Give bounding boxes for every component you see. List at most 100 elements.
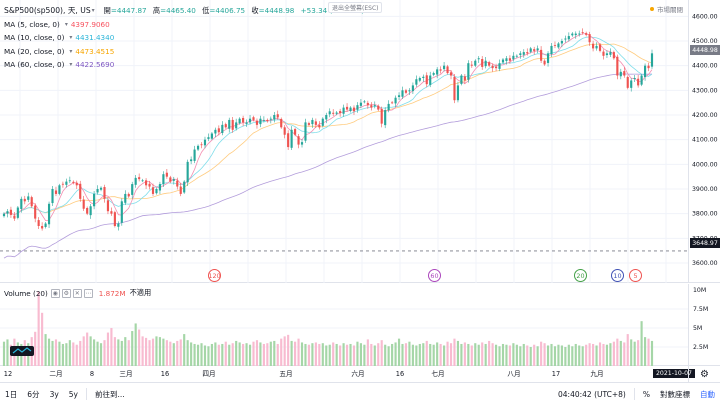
volume-bar[interactable] (352, 345, 356, 366)
volume-bar[interactable] (37, 291, 40, 366)
volume-bar[interactable] (391, 343, 394, 366)
candle[interactable] (145, 178, 148, 189)
volume-bar[interactable] (373, 345, 376, 366)
volume-bar[interactable] (456, 340, 460, 366)
volume-bar[interactable] (345, 344, 349, 366)
volume-bar[interactable] (141, 336, 144, 366)
volume-bar[interactable] (508, 345, 511, 366)
candle[interactable] (44, 222, 47, 229)
candle[interactable] (235, 118, 238, 131)
volume-bar[interactable] (623, 342, 626, 366)
volume-bar[interactable] (82, 336, 85, 366)
volume-bar[interactable] (640, 321, 643, 366)
candle[interactable] (418, 76, 421, 83)
percent-scale-toggle[interactable]: % (642, 389, 650, 399)
volume-bar[interactable] (266, 343, 269, 366)
candle[interactable] (394, 95, 397, 108)
candle[interactable] (238, 117, 241, 125)
volume-bar[interactable] (155, 336, 158, 366)
candle[interactable] (82, 195, 85, 211)
volume-bar[interactable] (93, 339, 96, 366)
candle[interactable] (564, 35, 567, 43)
volume-bar[interactable] (380, 340, 383, 366)
volume-bar[interactable] (470, 345, 473, 366)
candle[interactable] (526, 48, 529, 56)
candle[interactable] (34, 203, 37, 223)
candle[interactable] (387, 100, 390, 113)
volume-bar[interactable] (228, 344, 231, 366)
volume-bar[interactable] (581, 346, 584, 366)
candle[interactable] (460, 74, 463, 86)
volume-bar[interactable] (47, 338, 51, 366)
volume-bar[interactable] (366, 339, 369, 366)
candle[interactable] (214, 127, 217, 138)
candle[interactable] (494, 63, 498, 72)
candle[interactable] (106, 197, 110, 215)
volume-bar[interactable] (529, 347, 532, 366)
candle[interactable] (491, 63, 494, 72)
clock-timezone-button[interactable]: 04:40:42 (UTC+8) (558, 389, 626, 399)
volume-bar[interactable] (203, 345, 207, 366)
candle[interactable] (16, 206, 19, 220)
candle[interactable] (488, 60, 491, 68)
volume-bar[interactable] (377, 343, 380, 366)
volume-bar[interactable] (54, 339, 58, 366)
candle[interactable] (287, 130, 290, 151)
candlestick-chart[interactable] (0, 0, 688, 283)
candle[interactable] (20, 196, 23, 213)
volume-bar[interactable] (626, 334, 629, 366)
volume-bar[interactable] (564, 347, 567, 366)
candle[interactable] (269, 116, 272, 124)
candle[interactable] (380, 106, 383, 128)
volume-bar[interactable] (162, 338, 165, 366)
volume-bar[interactable] (536, 346, 539, 366)
volume-bar[interactable] (307, 344, 311, 366)
more-icon[interactable]: ⋯ (83, 288, 93, 298)
candle[interactable] (300, 139, 304, 148)
chevron-down-icon[interactable]: ▾ (69, 61, 73, 69)
eye-icon[interactable]: ◉ (50, 288, 60, 298)
volume-bar[interactable] (488, 340, 491, 366)
volume-bar[interactable] (349, 343, 352, 366)
volume-bar[interactable] (145, 337, 148, 366)
volume-bar[interactable] (113, 337, 116, 366)
candle[interactable] (609, 48, 612, 58)
volume-bar[interactable] (595, 345, 598, 366)
volume-bar[interactable] (217, 344, 220, 366)
volume-bar[interactable] (411, 344, 414, 366)
candle[interactable] (138, 173, 141, 182)
candle[interactable] (616, 54, 619, 80)
ma60-line[interactable] (3, 73, 653, 259)
candle[interactable] (332, 109, 335, 116)
volume-bar[interactable] (578, 345, 581, 366)
volume-bar[interactable] (269, 341, 272, 366)
volume-bar[interactable] (557, 344, 560, 366)
candle[interactable] (242, 115, 245, 127)
volume-bar[interactable] (609, 343, 612, 366)
candle[interactable] (536, 45, 539, 54)
volume-bar[interactable] (172, 343, 175, 366)
volume-bar[interactable] (318, 343, 321, 366)
candle[interactable] (307, 121, 311, 127)
volume-bar[interactable] (519, 346, 522, 366)
volume-bar[interactable] (158, 337, 162, 366)
volume-chart[interactable] (0, 284, 688, 366)
volume-bar[interactable] (585, 344, 588, 366)
volume-bar[interactable] (443, 345, 446, 366)
candle[interactable] (311, 117, 314, 128)
candle[interactable] (553, 41, 557, 49)
volume-bar[interactable] (6, 339, 9, 366)
candle[interactable] (283, 125, 286, 139)
candle[interactable] (224, 122, 227, 129)
candle[interactable] (176, 177, 179, 190)
candle[interactable] (643, 63, 647, 81)
candle[interactable] (127, 192, 130, 198)
candle[interactable] (58, 183, 61, 196)
candle[interactable] (304, 118, 307, 143)
candle[interactable] (429, 71, 432, 88)
volume-bar[interactable] (637, 340, 640, 366)
volume-bar[interactable] (328, 344, 331, 366)
volume-bar[interactable] (196, 344, 200, 366)
volume-bar[interactable] (446, 341, 449, 366)
volume-bar[interactable] (540, 341, 543, 366)
